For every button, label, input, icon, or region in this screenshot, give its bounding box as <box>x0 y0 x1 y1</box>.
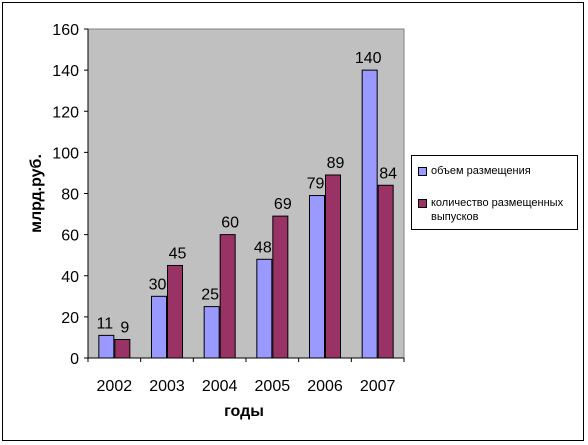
bar-volume <box>151 295 167 359</box>
y-tick-label: 120 <box>52 104 79 121</box>
legend-item-volume: объем размещения <box>418 164 577 178</box>
data-label-volume: 140 <box>355 50 382 67</box>
bar-issues <box>114 338 131 359</box>
bar-issues <box>377 184 394 359</box>
data-label-issues: 89 <box>327 155 345 172</box>
x-tick-label: 2002 <box>97 378 133 395</box>
x-axis-title: годы <box>224 403 264 420</box>
bar-volume <box>361 69 378 359</box>
data-label-issues: 9 <box>120 319 129 336</box>
bar-volume <box>98 334 115 359</box>
x-tick-label: 2007 <box>360 378 396 395</box>
y-tick-label: 100 <box>52 145 79 162</box>
y-tick-label: 60 <box>61 228 79 245</box>
data-label-issues: 84 <box>379 165 397 182</box>
data-label-issues: 60 <box>221 215 239 232</box>
bar-issues <box>219 234 236 359</box>
data-label-volume: 11 <box>97 315 114 332</box>
y-axis-title: млрд.руб. <box>28 154 45 233</box>
legend-swatch-issues <box>418 199 427 208</box>
x-tick-label: 2004 <box>202 378 238 395</box>
legend: объем размещения количество размещенных … <box>411 155 578 230</box>
y-tick-label: 40 <box>61 269 79 286</box>
x-tick-label: 2006 <box>307 378 343 395</box>
bar-volume <box>256 258 273 359</box>
x-tick-label: 2005 <box>255 378 291 395</box>
x-tick-label: 2003 <box>149 378 185 395</box>
bar-volume <box>309 195 325 359</box>
bar-issues <box>325 174 341 359</box>
y-tick-label: 20 <box>61 310 79 327</box>
legend-swatch-volume <box>418 167 427 176</box>
data-label-issues: 69 <box>274 196 292 213</box>
data-label-volume: 25 <box>201 287 219 304</box>
y-axis-ticks: 0 20 40 60 80 100 120 140 160 <box>52 22 88 368</box>
bar-issues <box>272 215 289 359</box>
bar-volume <box>203 306 220 359</box>
x-axis-ticks: 2002 2003 2004 2005 2006 2007 <box>87 358 405 395</box>
y-tick-label: 0 <box>70 351 79 368</box>
plot-area <box>87 28 405 359</box>
y-tick-label: 80 <box>61 187 79 204</box>
legend-item-issues: количество размещенных выпусков <box>418 196 577 224</box>
legend-label-issues: количество размещенных выпусков <box>431 197 564 223</box>
y-tick-label: 160 <box>52 22 79 39</box>
data-label-volume: 30 <box>149 276 167 293</box>
data-label-volume: 48 <box>254 239 272 256</box>
bars <box>98 69 394 359</box>
data-label-issues: 45 <box>169 245 187 262</box>
y-tick-label: 140 <box>52 63 79 80</box>
bar-issues <box>167 264 183 359</box>
legend-label-volume: объем размещения <box>431 165 531 177</box>
data-label-volume: 79 <box>307 176 325 193</box>
